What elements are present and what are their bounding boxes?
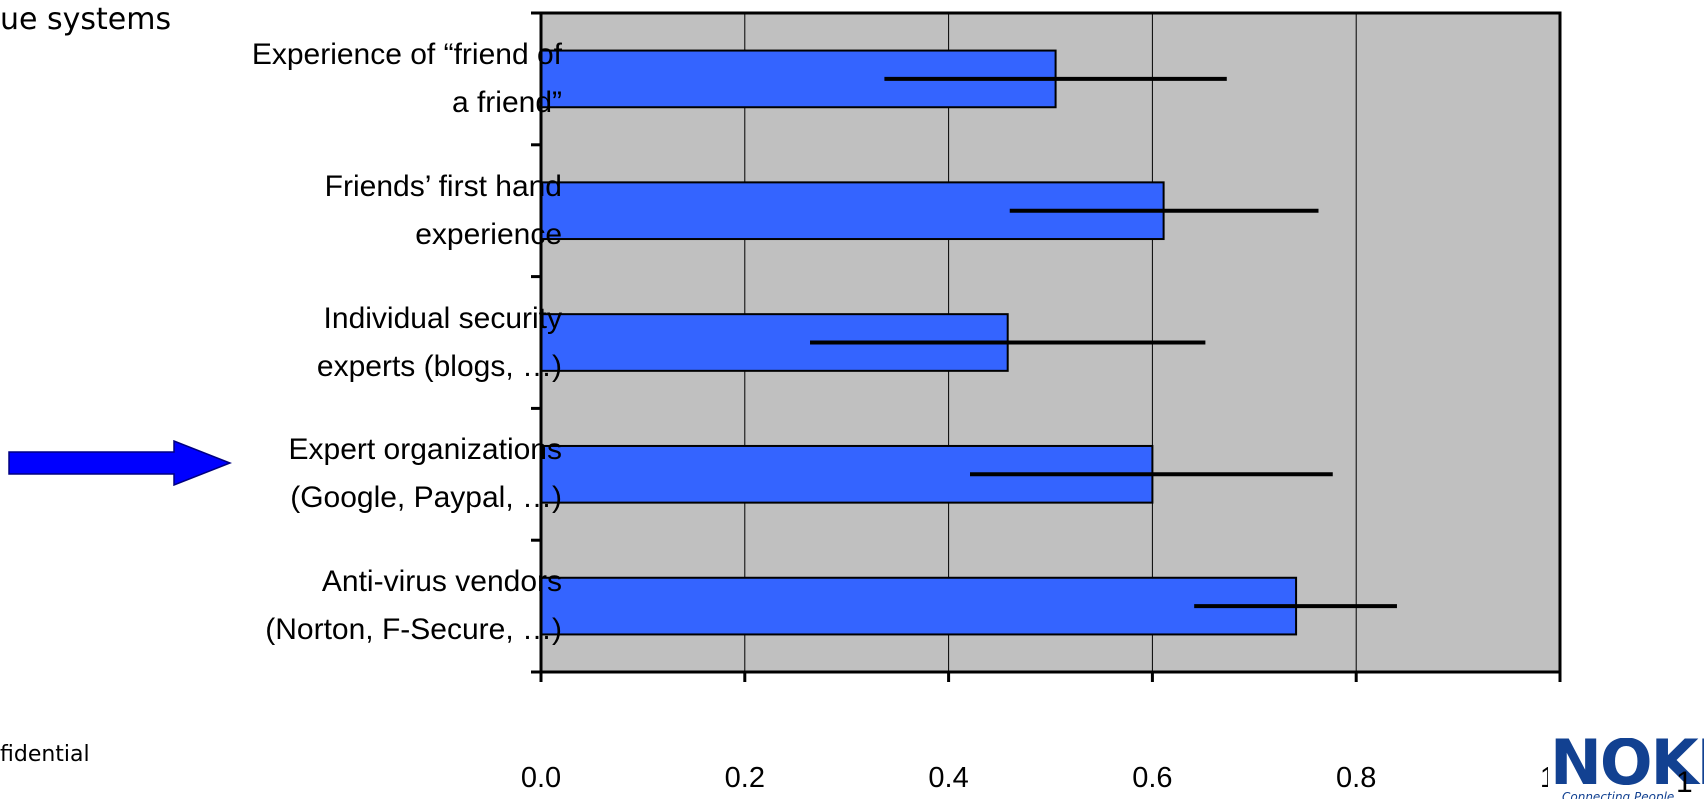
x-tick-label: 0.2 (724, 762, 765, 794)
slide-title: ue systems (0, 2, 172, 37)
plot-frame (539, 11, 1562, 674)
logo-wordmark: NOKIA (1550, 738, 1704, 799)
x-tick-label: 0.4 (928, 762, 969, 794)
category-label-line: Expert organizations (288, 433, 563, 467)
category-label-line: experts (blogs, …) (316, 349, 562, 383)
category-label-line: a friend” (451, 85, 562, 119)
category-label-line: Friends’ first hand (324, 169, 562, 203)
x-tick-label: 0.6 (1132, 762, 1173, 794)
highlight-arrow-icon (8, 440, 232, 486)
category-label: Friends’ first hand experience (162, 163, 562, 259)
category-label-line: Experience of “friend of (251, 37, 562, 71)
nokia-logo: NOKIA Connecting People (1548, 738, 1704, 799)
confidential-footer: fidential (0, 742, 90, 767)
category-label-line: (Norton, F-Secure, …) (265, 613, 562, 647)
category-label-line: experience (415, 217, 562, 251)
category-label-line: Individual security (323, 301, 562, 335)
logo-tagline: Connecting People (1562, 790, 1675, 799)
x-tick-label: 0.8 (1336, 762, 1377, 794)
category-label: Expert organizations (Google, Paypal, …) (162, 426, 563, 522)
page-number: 1 (1676, 766, 1693, 799)
category-label: Experience of “friend of a friend” (162, 31, 562, 127)
category-label: Individual security experts (blogs, …) (162, 295, 562, 391)
category-label-line: Anti-virus vendors (321, 565, 562, 599)
category-label-line: (Google, Paypal, …) (290, 481, 562, 515)
bar (540, 576, 1298, 636)
category-label: Anti-virus vendors (Norton, F-Secure, …) (162, 558, 562, 654)
x-tick-label: 0.0 (520, 762, 562, 794)
